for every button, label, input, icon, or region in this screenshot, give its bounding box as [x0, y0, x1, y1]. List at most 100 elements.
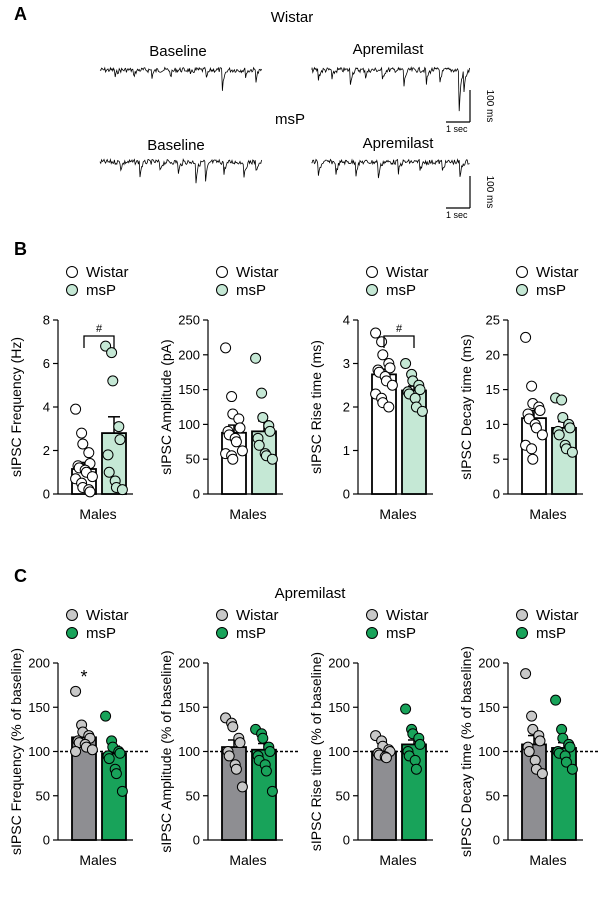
- panel-a: A Wistar Baseline Apremilast 1 sec 100 m…: [14, 4, 495, 220]
- point-msp: [400, 358, 412, 369]
- legend-msp-label: msP: [536, 625, 566, 642]
- point-msp: [257, 732, 269, 744]
- legend-wistar-label: Wistar: [86, 264, 129, 281]
- y-tick-label: 25: [486, 313, 500, 328]
- point-wistar: [230, 436, 242, 448]
- point-msp: [102, 449, 114, 461]
- point-wistar: [236, 445, 248, 457]
- y-tick-label: 0: [193, 833, 200, 848]
- point-msp: [253, 439, 265, 451]
- legend-wistar-label: Wistar: [236, 264, 279, 281]
- point-wistar: [70, 403, 82, 415]
- point-msp: [266, 785, 278, 797]
- point-msp: [116, 484, 128, 496]
- y-axis-label: sIPSC Rise time (ms): [308, 340, 324, 474]
- y-tick-label: 0: [493, 833, 500, 848]
- y-tick-label: 0: [343, 487, 350, 502]
- legend-wistar-label: Wistar: [236, 607, 279, 624]
- y-tick-label: 200: [328, 656, 350, 671]
- y-tick-label: 200: [178, 347, 200, 362]
- y-tick-label: 4: [43, 400, 50, 415]
- legend-wistar-label: Wistar: [386, 264, 429, 281]
- x-axis-label: Males: [79, 506, 116, 522]
- legend-wistar-marker: [216, 266, 228, 278]
- significance-bracket: [83, 335, 115, 348]
- legend-wistar-label: Wistar: [536, 607, 579, 624]
- msp-baseline-label: Baseline: [147, 137, 205, 154]
- legend-wistar-marker: [366, 266, 378, 278]
- y-tick-label: 150: [178, 700, 200, 715]
- significance-bracket: [383, 335, 415, 348]
- point-wistar: [370, 327, 382, 339]
- wistar-apremilast-trace: [311, 66, 470, 112]
- panel-c-title: Apremilast: [275, 585, 347, 602]
- point-wistar: [76, 427, 88, 439]
- x-axis-label: Males: [229, 506, 266, 522]
- y-tick-label: 100: [178, 744, 200, 759]
- point-wistar: [527, 453, 539, 465]
- point-msp: [250, 352, 262, 364]
- y-axis-label: sIPSC Decay time (% of baseline): [458, 646, 474, 857]
- y-axis-label: sIPSC Amplitude (% of baseline): [158, 650, 174, 852]
- point-wistar: [223, 750, 235, 762]
- y-tick-label: 100: [478, 744, 500, 759]
- point-msp: [400, 703, 412, 715]
- legend-wistar-marker: [66, 609, 78, 621]
- msp-baseline-trace: [99, 158, 262, 184]
- panel-b-label: B: [14, 239, 27, 259]
- y-axis-label: sIPSC Rise time (% of baseline): [308, 652, 324, 851]
- panel-a-label: A: [14, 4, 27, 24]
- x-axis-label: Males: [79, 852, 116, 868]
- point-wistar: [70, 746, 82, 757]
- wistar-trace-title: Wistar: [271, 9, 314, 26]
- y-tick-label: 100: [178, 417, 200, 432]
- y-tick-label: 2: [343, 400, 350, 415]
- point-wistar: [384, 362, 396, 374]
- point-wistar: [220, 342, 232, 354]
- point-msp: [264, 746, 276, 757]
- point-msp: [114, 434, 126, 446]
- point-msp: [564, 741, 576, 753]
- y-tick-label: 0: [43, 833, 50, 848]
- msp-scale-time: 1 sec: [446, 210, 468, 220]
- legend-msp-marker: [216, 284, 228, 296]
- x-axis-label: Males: [229, 852, 266, 868]
- y-tick-label: 200: [28, 656, 50, 671]
- point-wistar: [230, 763, 242, 775]
- y-tick-label: 4: [343, 313, 350, 328]
- point-wistar: [526, 380, 538, 392]
- y-tick-label: 50: [486, 788, 500, 803]
- y-tick-label: 10: [486, 417, 500, 432]
- wistar-scale-bar: 1 sec 100 ms: [446, 90, 495, 134]
- point-wistar: [227, 453, 239, 465]
- legend-wistar-label: Wistar: [86, 607, 129, 624]
- y-tick-label: 150: [178, 382, 200, 397]
- bar-wistar: [371, 750, 397, 841]
- point-wistar: [380, 752, 392, 764]
- point-msp: [103, 466, 115, 478]
- y-tick-label: 250: [178, 313, 200, 328]
- legend-msp-marker: [516, 627, 528, 639]
- y-tick-label: 50: [186, 788, 200, 803]
- msp-trace-title: msP: [275, 111, 305, 128]
- point-wistar: [70, 685, 82, 697]
- y-tick-label: 3: [343, 356, 350, 371]
- y-axis-label: sIPSC Decay time (ms): [458, 334, 474, 479]
- y-tick-label: 150: [328, 700, 350, 715]
- significance-mark: #: [96, 323, 103, 335]
- y-tick-label: 0: [193, 487, 200, 502]
- y-tick-label: 200: [178, 656, 200, 671]
- legend-msp-marker: [366, 284, 378, 296]
- legend-wistar-marker: [216, 609, 228, 621]
- point-wistar: [84, 486, 96, 498]
- point-msp: [557, 411, 569, 423]
- wistar-scale-amp: 100 ms: [484, 90, 495, 123]
- y-tick-label: 50: [36, 788, 50, 803]
- point-msp: [110, 768, 122, 780]
- point-msp: [553, 429, 565, 441]
- point-wistar: [536, 429, 548, 441]
- point-msp: [410, 763, 422, 775]
